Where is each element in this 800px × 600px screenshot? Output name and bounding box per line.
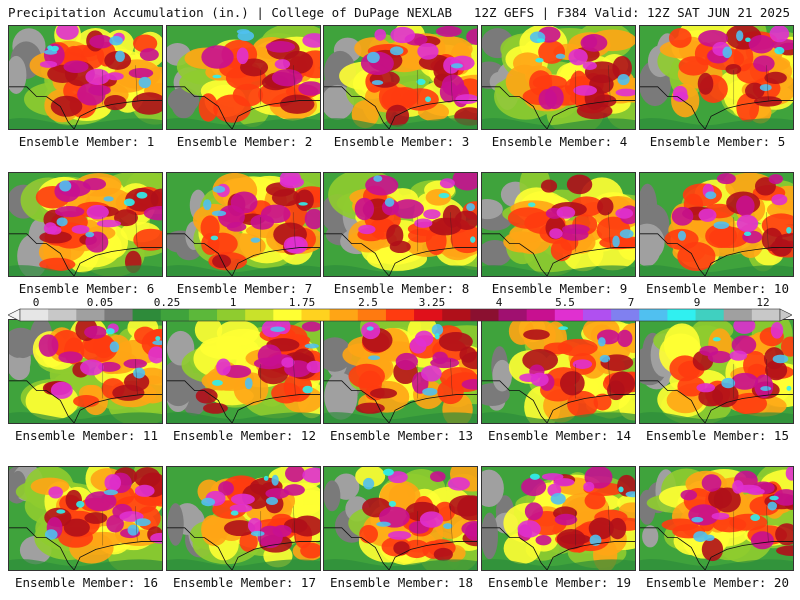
ensemble-member-map [323, 172, 478, 277]
colorbar-swatch [104, 309, 134, 321]
ensemble-member-map [8, 466, 163, 571]
colorbar-swatch [442, 309, 471, 321]
colorbar-swatch [301, 309, 331, 321]
member-caption: Ensemble Member: 2 [176, 134, 313, 149]
ensemble-member-map [166, 319, 321, 424]
ensemble-member-map [323, 25, 478, 130]
member-caption: Ensemble Member: 7 [176, 281, 313, 296]
ensemble-member-map [481, 25, 636, 130]
map-title: Precipitation Accumulation (in.) | Colle… [8, 5, 453, 20]
member-caption: Ensemble Member: 17 [173, 575, 316, 590]
ensemble-member-map [481, 319, 636, 424]
member-caption: Ensemble Member: 15 [646, 428, 789, 443]
member-caption: Ensemble Member: 18 [330, 575, 473, 590]
colorbar-swatch [217, 309, 246, 321]
colorbar-tick-label: 5.5 [555, 296, 575, 309]
member-caption: Ensemble Member: 5 [649, 134, 786, 149]
colorbar-swatch [245, 309, 274, 321]
colorbar-swatch [385, 309, 415, 321]
ensemble-member-map [8, 172, 163, 277]
ensemble-member-map [166, 25, 321, 130]
ensemble-member-map [481, 172, 636, 277]
member-caption: Ensemble Member: 19 [488, 575, 631, 590]
colorbar-tick-label: 1.75 [288, 296, 316, 309]
colorbar-tick-label: 0 [32, 296, 40, 309]
member-caption: Ensemble Member: 3 [333, 134, 470, 149]
precip-colorbar [7, 307, 793, 322]
colorbar-swatch [20, 309, 49, 321]
colorbar-tick-label: 4 [495, 296, 503, 309]
colorbar-swatch [526, 309, 556, 321]
colorbar-swatch [188, 309, 218, 321]
colorbar-swatch [667, 309, 697, 321]
colorbar-swatch [695, 309, 725, 321]
ensemble-member-map [166, 172, 321, 277]
member-caption: Ensemble Member: 12 [173, 428, 316, 443]
member-caption: Ensemble Member: 9 [491, 281, 628, 296]
colorbar-swatch [414, 309, 443, 321]
member-caption: Ensemble Member: 14 [488, 428, 631, 443]
colorbar-swatch [160, 309, 190, 321]
colorbar-swatch [751, 309, 781, 321]
colorbar-swatch [76, 309, 105, 321]
ensemble-member-map [639, 172, 794, 277]
colorbar-tick-label: 0.05 [86, 296, 114, 309]
member-caption: Ensemble Member: 1 [18, 134, 155, 149]
colorbar-swatch [470, 309, 500, 321]
ensemble-member-map [166, 466, 321, 571]
ensemble-member-map [639, 25, 794, 130]
colorbar-max-arrow [779, 308, 793, 322]
colorbar-tick-label: 1 [229, 296, 237, 309]
colorbar-swatch [357, 309, 387, 321]
member-caption: Ensemble Member: 16 [15, 575, 158, 590]
ensemble-member-map [639, 319, 794, 424]
colorbar-swatch [498, 309, 528, 321]
ensemble-member-map [323, 319, 478, 424]
colorbar-swatch [723, 309, 753, 321]
colorbar-tick-label: 12 [756, 296, 770, 309]
colorbar-tick-label: 0.25 [153, 296, 181, 309]
member-caption: Ensemble Member: 13 [330, 428, 473, 443]
colorbar-min-arrow [7, 308, 21, 322]
member-caption: Ensemble Member: 4 [491, 134, 628, 149]
member-caption: Ensemble Member: 20 [646, 575, 789, 590]
colorbar-swatch [582, 309, 612, 321]
colorbar-swatch [48, 309, 77, 321]
colorbar-swatch [639, 309, 668, 321]
member-caption: Ensemble Member: 10 [646, 281, 789, 296]
ensemble-member-map [481, 466, 636, 571]
colorbar-swatch [273, 309, 302, 321]
ensemble-member-map [8, 25, 163, 130]
colorbar-swatch [611, 309, 640, 321]
colorbar-tick-label: 9 [693, 296, 701, 309]
colorbar-swatch [554, 309, 584, 321]
ensemble-member-map [8, 319, 163, 424]
ensemble-member-map [639, 466, 794, 571]
colorbar-swatch [329, 309, 359, 321]
member-caption: Ensemble Member: 11 [15, 428, 158, 443]
colorbar-tick-label: 3.25 [418, 296, 446, 309]
member-caption: Ensemble Member: 8 [333, 281, 470, 296]
ensemble-member-map [323, 466, 478, 571]
colorbar-tick-label: 7 [627, 296, 635, 309]
colorbar-swatch [132, 309, 162, 321]
run-valid-time: 12Z GEFS | F384 Valid: 12Z SAT JUN 21 20… [473, 5, 790, 20]
member-caption: Ensemble Member: 6 [18, 281, 155, 296]
colorbar-tick-label: 2.5 [358, 296, 378, 309]
